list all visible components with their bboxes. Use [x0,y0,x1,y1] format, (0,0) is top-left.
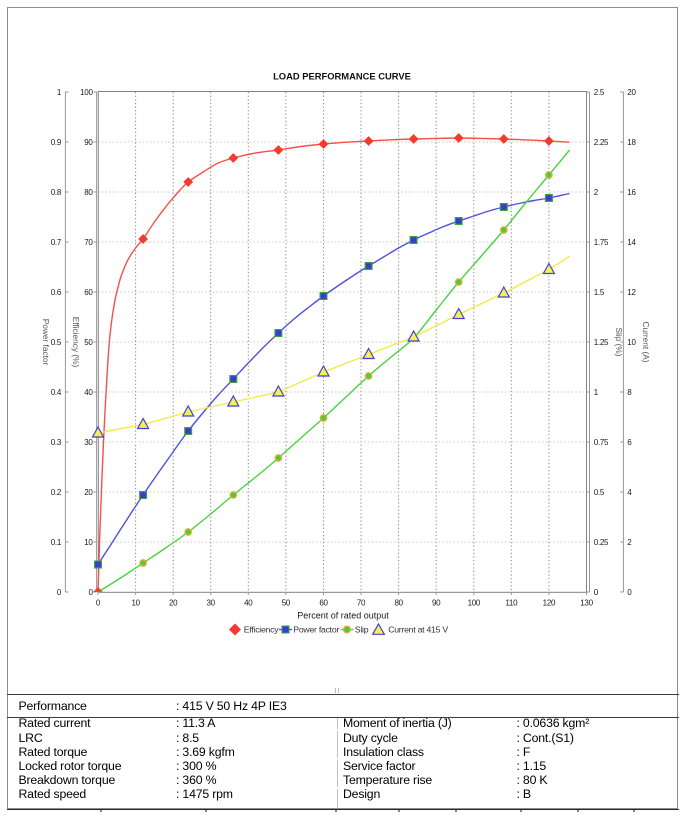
svg-text:0.5: 0.5 [51,338,62,347]
svg-text:16: 16 [627,188,636,197]
svg-text:10: 10 [84,538,93,547]
svg-text:0.2: 0.2 [51,488,62,497]
svg-text:70: 70 [84,238,93,247]
svg-text:30: 30 [84,438,93,447]
svg-text:0.4: 0.4 [51,388,62,397]
svg-text:40: 40 [84,388,93,397]
svg-text:Current (A): Current (A) [641,321,651,362]
svg-text:12: 12 [627,288,636,297]
svg-text:0: 0 [88,588,93,597]
svg-text:80: 80 [394,599,403,608]
svg-text:Power factor: Power factor [293,625,339,635]
svg-text:10: 10 [131,599,140,608]
svg-text:60: 60 [319,599,328,608]
svg-text:0.8: 0.8 [51,188,62,197]
svg-text:20: 20 [84,488,93,497]
svg-text:LOAD PERFORMANCE CURVE: LOAD PERFORMANCE CURVE [273,71,411,82]
svg-text:90: 90 [84,138,93,147]
svg-text:80: 80 [84,188,93,197]
svg-text:Slip: Slip [355,625,369,635]
svg-text:6: 6 [627,438,632,447]
svg-text:2.25: 2.25 [594,138,609,147]
svg-text:Current at 415 V: Current at 415 V [388,625,448,635]
svg-text:0.7: 0.7 [51,238,62,247]
svg-text:1: 1 [594,388,599,397]
svg-text:Percent of rated output: Percent of rated output [297,610,389,620]
svg-text:20: 20 [169,599,178,608]
svg-text:4: 4 [627,488,632,497]
svg-text:2: 2 [627,538,632,547]
svg-text:0: 0 [594,588,599,597]
svg-text:18: 18 [627,138,636,147]
svg-text:90: 90 [432,599,441,608]
svg-text:0: 0 [57,588,62,597]
svg-text:0.5: 0.5 [594,488,605,497]
svg-text:60: 60 [84,288,93,297]
svg-text:1: 1 [57,88,62,97]
svg-text:14: 14 [627,238,636,247]
svg-text:2.5: 2.5 [594,88,605,97]
svg-text:50: 50 [282,599,291,608]
svg-text:30: 30 [207,599,216,608]
svg-text:50: 50 [84,338,93,347]
svg-text:Slip (%): Slip (%) [614,327,624,356]
svg-text:100: 100 [468,599,481,608]
svg-text:0.75: 0.75 [594,438,609,447]
svg-text:Efficiency: Efficiency [244,625,279,635]
svg-text:0.6: 0.6 [51,288,62,297]
svg-text:110: 110 [505,599,518,608]
svg-text:0.3: 0.3 [51,438,62,447]
svg-text:1.75: 1.75 [594,238,609,247]
svg-text:0.9: 0.9 [51,138,62,147]
svg-text:1.25: 1.25 [594,338,609,347]
svg-text:8: 8 [627,388,632,397]
svg-text:20: 20 [627,88,636,97]
svg-text:40: 40 [244,599,253,608]
svg-text:130: 130 [580,599,593,608]
svg-text:10: 10 [627,338,636,347]
svg-text:1.5: 1.5 [594,288,605,297]
svg-text:Efficiency (%): Efficiency (%) [71,317,81,368]
svg-text:Power factor: Power factor [41,319,51,366]
svg-text:0.25: 0.25 [594,538,609,547]
svg-text:0: 0 [96,599,101,608]
svg-text:70: 70 [357,599,366,608]
svg-text:0.1: 0.1 [51,538,62,547]
svg-text:120: 120 [543,599,556,608]
svg-text:100: 100 [80,88,93,97]
svg-text:2: 2 [594,188,599,197]
svg-text:0: 0 [627,588,632,597]
